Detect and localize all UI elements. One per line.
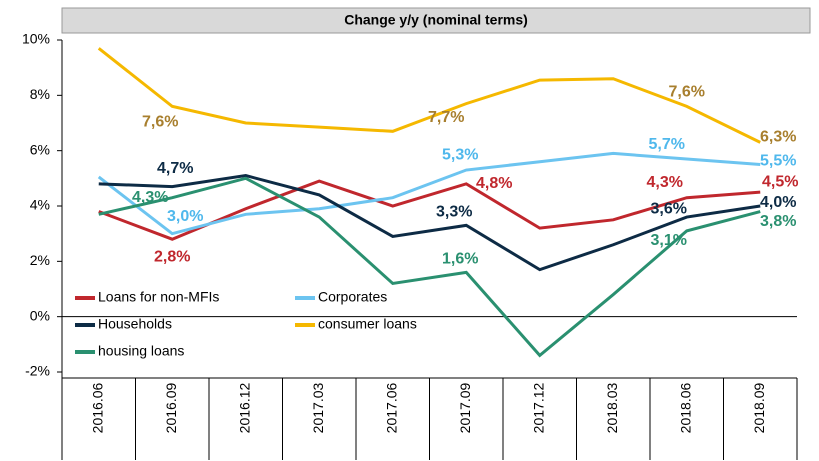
data-label: 4,0% — [760, 194, 796, 211]
data-label: 7,7% — [428, 109, 464, 126]
x-tick-label: 2018.09 — [751, 382, 767, 433]
x-tick-label: 2016.12 — [236, 382, 252, 433]
series-line — [97, 151, 761, 236]
x-tick-label: 2018.06 — [677, 382, 693, 433]
legend-label: housing loans — [98, 343, 184, 359]
y-tick-label: 0% — [30, 307, 50, 323]
x-tick-label: 2016.06 — [89, 382, 105, 433]
data-label: 4,5% — [762, 173, 798, 190]
data-label: 3,0% — [167, 208, 203, 225]
data-label: 7,6% — [669, 84, 705, 101]
data-label: 5,5% — [760, 153, 796, 170]
x-tick-label: 2017.09 — [457, 382, 473, 433]
x-tick-label: 2017.12 — [530, 382, 546, 433]
data-label: 1,6% — [442, 251, 478, 268]
data-label: 4,8% — [476, 175, 512, 192]
data-label: 3,8% — [760, 213, 796, 230]
legend-label: Loans for non-MFIs — [98, 289, 219, 305]
data-label: 5,7% — [649, 136, 685, 153]
series-line — [98, 176, 761, 358]
y-tick-label: 6% — [30, 141, 50, 157]
data-label: 4,3% — [132, 189, 168, 206]
y-tick-label: 2% — [30, 252, 50, 268]
legend-label: Corporates — [318, 289, 387, 305]
chart-title: Change y/y (nominal terms) — [344, 12, 528, 28]
x-tick-label: 2017.06 — [383, 382, 399, 433]
data-label: 4,3% — [647, 174, 683, 191]
x-tick-label: 2016.09 — [163, 382, 179, 433]
y-tick-label: 4% — [30, 197, 50, 213]
x-tick-label: 2018.03 — [604, 382, 620, 433]
data-label: 2,8% — [154, 248, 190, 265]
series-line — [97, 47, 761, 144]
y-tick-label: -2% — [25, 363, 50, 379]
x-tick-label: 2017.03 — [310, 382, 326, 433]
data-label: 3,3% — [436, 204, 472, 221]
series-line — [98, 174, 761, 272]
data-label: 3,6% — [651, 200, 687, 217]
legend-label: consumer loans — [318, 316, 417, 332]
y-tick-label: 10% — [22, 31, 50, 47]
data-label: 4,7% — [157, 160, 193, 177]
title-bar — [61, 7, 811, 34]
y-tick-label: 8% — [30, 86, 50, 102]
data-label: 3,1% — [651, 232, 687, 249]
data-label: 5,3% — [442, 146, 478, 163]
legend-label: Households — [98, 316, 172, 332]
data-label: 6,3% — [760, 129, 796, 146]
data-label: 7,6% — [142, 114, 178, 131]
